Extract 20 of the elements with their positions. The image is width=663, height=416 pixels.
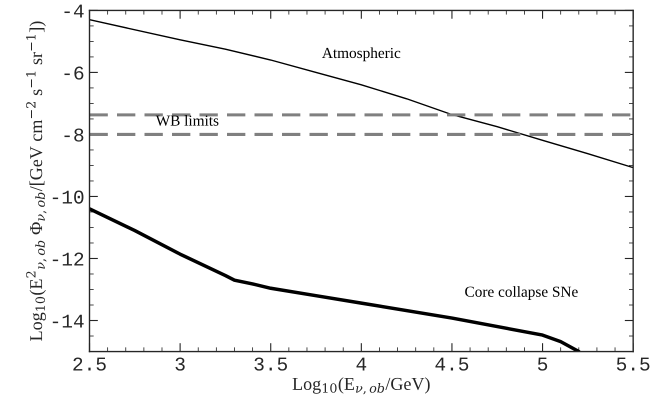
line-series	[90, 207, 581, 352]
x-tick-label: 5.5	[616, 358, 650, 371]
y-tick-label: -10	[52, 190, 84, 204]
x-tick-label: 2.5	[73, 357, 106, 371]
series-label: Atmospheric	[322, 47, 400, 62]
series-label: Core collapse SNe	[465, 286, 578, 300]
x-tick-label: 4	[356, 358, 366, 370]
y-tick-label: -8	[64, 128, 84, 142]
text: Log$_{10}$(E$^{2}$$_{ν,ob}$ Φ$_{ν,ob}$/[GeV cm$^{−2}$ s$^{−1}$ sr$^{−1}$])	[26, 21, 47, 341]
y-tick-label: -6	[64, 66, 84, 80]
y-tick-label: -4	[64, 4, 84, 18]
x-tick-label: 3.5	[254, 357, 287, 371]
x-tick-label: 3	[175, 357, 185, 371]
y-tick-label: -12	[52, 252, 84, 266]
line-series	[90, 19, 634, 168]
y-tick-label: -14	[52, 314, 84, 328]
x-axis-title: Log$_{10}$(E$_{ν,ob}$/GeV)	[292, 377, 430, 394]
ref-line-label: WB limits	[156, 115, 218, 126]
x-tick-label: 5	[538, 358, 548, 371]
x-tick-label: 4.5	[435, 358, 468, 371]
